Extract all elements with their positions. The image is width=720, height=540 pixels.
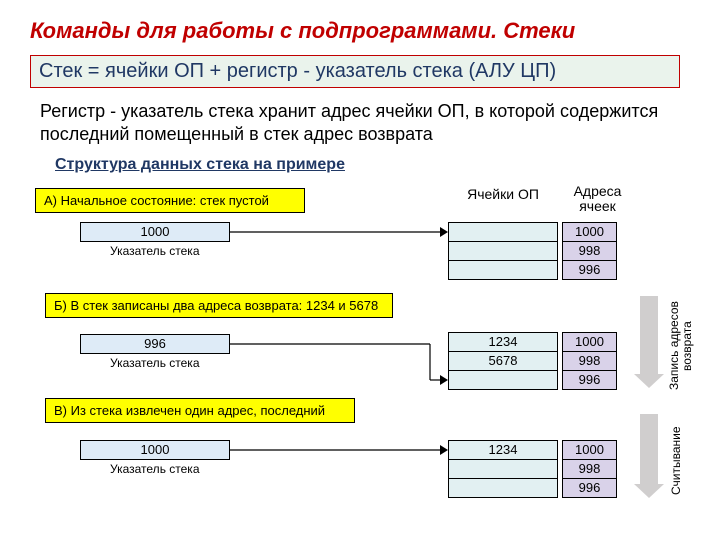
addr-column-header: Адреса ячеек [565,184,630,215]
read-arrow-label: Считывание [670,416,683,506]
state-b-arrow [230,334,448,394]
state-c-pointer: 1000 [80,440,230,460]
state-c-addr-2: 996 [562,478,617,498]
example-subheading: Структура данных стека на примере [55,156,345,174]
stack-formula: Стек = ячейки ОП + регистр - указатель с… [30,55,680,88]
state-a-pointer-caption: Указатель стека [110,244,200,258]
page-title: Команды для работы с подпрограммами. Сте… [30,18,575,44]
state-a-pointer: 1000 [80,222,230,242]
state-b-cell-1: 5678 [448,351,558,371]
state-c-cell-0: 1234 [448,440,558,460]
state-c-pointer-caption: Указатель стека [110,462,200,476]
state-c-addr-1: 998 [562,459,617,479]
state-b-cell-0: 1234 [448,332,558,352]
state-c-cell-1 [448,459,558,479]
cells-column-header: Ячейки ОП [448,186,558,202]
description-text: Регистр - указатель стека хранит адрес я… [40,100,680,145]
state-b-pointer-caption: Указатель стека [110,356,200,370]
write-arrow-label: Запись адресов возврата [668,296,694,396]
state-b-pointer: 996 [80,334,230,354]
state-c-arrow [230,440,448,460]
state-a-cell-0 [448,222,558,242]
state-c-cell-2 [448,478,558,498]
state-a-addr-1: 998 [562,241,617,261]
state-a-addr-2: 996 [562,260,617,280]
write-arrow-icon [640,296,658,374]
state-b-addr-1: 998 [562,351,617,371]
state-b-addr-2: 996 [562,370,617,390]
state-a-arrow [230,222,448,242]
state-a-cell-2 [448,260,558,280]
state-c-label: В) Из стека извлечен один адрес, последн… [45,398,355,423]
state-a-label: А) Начальное состояние: стек пустой [35,188,305,213]
state-a-cell-1 [448,241,558,261]
read-arrow-icon [640,414,658,484]
state-b-cell-2 [448,370,558,390]
state-c-addr-0: 1000 [562,440,617,460]
state-a-addr-0: 1000 [562,222,617,242]
state-b-addr-0: 1000 [562,332,617,352]
state-b-label: Б) В стек записаны два адреса возврата: … [45,293,393,318]
